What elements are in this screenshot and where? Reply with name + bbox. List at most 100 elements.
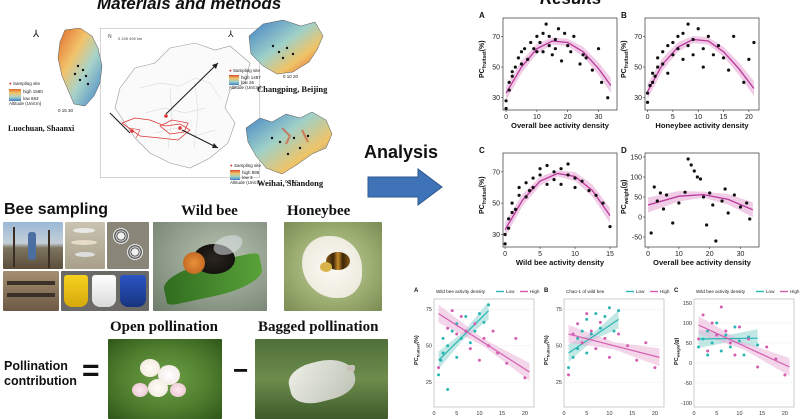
legend-label-low: Low	[636, 289, 645, 294]
svg-text:N: N	[108, 34, 112, 40]
x-tick-label: 20	[652, 411, 658, 417]
data-point	[719, 305, 723, 309]
caption-weihai: Weihai, Shandong	[257, 178, 324, 188]
data-point	[567, 373, 571, 377]
data-point	[666, 71, 670, 75]
data-point	[559, 59, 564, 63]
panel-letter: B	[544, 288, 549, 294]
open-pollination-label: Open pollination	[110, 319, 218, 335]
y-tick-label: 75	[426, 307, 432, 313]
x-tick-label: 10	[736, 411, 742, 417]
data-point	[733, 325, 737, 329]
minus-sign: −	[233, 355, 249, 385]
chart-interaction-wildbee-density: 0 5 10 15 20 25 50 75 A Wild bee activity density…	[414, 288, 540, 417]
data-point	[724, 329, 728, 333]
data-point	[748, 217, 752, 221]
data-point	[541, 31, 545, 35]
data-point	[716, 44, 721, 48]
photo-trap-bowls	[65, 222, 105, 269]
data-point	[468, 347, 472, 351]
y-axis-label: PCfruitset(%)	[544, 335, 551, 365]
data-point	[649, 231, 653, 235]
data-point	[569, 50, 573, 54]
legend-luochuan: ● Sampling site high 1580 low 683 Altitu…	[9, 81, 43, 106]
data-point	[559, 167, 563, 171]
data-point	[671, 40, 675, 45]
data-point	[473, 322, 477, 326]
data-point	[553, 37, 557, 42]
luochuan-map	[57, 28, 103, 107]
legend-label-low: Low	[766, 289, 775, 294]
x-axis-label: Wild bee activity density	[516, 258, 605, 267]
data-point	[765, 345, 769, 349]
y-axis-label: PCfruitset(%)	[479, 40, 488, 78]
data-point	[607, 355, 611, 359]
materials-title: Materials and methods	[97, 0, 282, 13]
data-point	[527, 189, 532, 193]
y-tick-label: 70	[634, 34, 642, 41]
data-point	[455, 332, 459, 336]
data-point	[517, 185, 521, 190]
data-point	[585, 312, 589, 316]
data-point	[503, 232, 507, 237]
x-tick-label: 15	[759, 411, 765, 417]
data-point	[701, 47, 705, 51]
china-map: N 0 245 490 km	[100, 28, 260, 178]
x-axis-label: Overall bee activity density	[511, 121, 610, 130]
data-point	[598, 326, 602, 330]
data-point	[503, 242, 507, 246]
analysis-arrow-icon	[367, 168, 443, 206]
equals-sign: =	[82, 354, 100, 387]
data-point	[686, 22, 690, 26]
data-point	[596, 47, 601, 51]
x-tick-label: 10	[476, 411, 482, 417]
x-tick-label: 30	[737, 251, 745, 258]
caption-luochuan: Luochuan, Shaanxi	[8, 124, 75, 133]
data-point	[732, 34, 736, 38]
north-arrow-icon: ⅄	[228, 29, 234, 39]
y-tick-label: -50	[684, 381, 692, 387]
data-point	[567, 366, 571, 370]
data-point	[752, 40, 756, 45]
data-point	[697, 337, 701, 341]
data-point	[505, 361, 509, 365]
data-point	[563, 31, 567, 35]
data-point	[446, 344, 450, 348]
data-point	[705, 223, 709, 227]
x-tick-label: 10	[571, 251, 579, 258]
data-point	[598, 320, 602, 324]
weihai-map	[245, 111, 333, 175]
data-point	[523, 376, 527, 380]
x-tick-label: 20	[564, 114, 572, 121]
y-axis-label: PCfruitset(%)	[479, 176, 488, 214]
data-point	[656, 65, 660, 69]
wild-bee-label: Wild bee	[181, 203, 238, 219]
legend-title: Wild bee activity density	[436, 289, 486, 294]
x-tick-label: 0	[503, 251, 507, 258]
data-point	[585, 317, 589, 321]
y-tick-label: -100	[681, 401, 692, 407]
y-tick-label: 25	[556, 380, 562, 386]
data-point	[531, 176, 535, 180]
data-point	[645, 91, 650, 95]
x-tick-label: 30	[595, 114, 603, 121]
data-point	[473, 329, 477, 333]
data-point	[738, 205, 743, 209]
y-tick-label: -50	[632, 235, 642, 242]
data-point	[747, 337, 751, 341]
data-point	[706, 349, 710, 353]
data-point	[686, 44, 690, 48]
north-arrow-icon: ⅄	[33, 29, 40, 40]
panel-letter: C	[479, 146, 485, 155]
fit-line	[438, 313, 530, 373]
data-point	[517, 193, 521, 197]
data-point	[617, 309, 621, 313]
data-point	[706, 329, 710, 333]
y-tick-label: 70	[492, 169, 500, 176]
data-point	[585, 351, 589, 355]
data-point	[671, 53, 675, 57]
data-point	[590, 68, 594, 72]
x-tick-label: 5	[671, 114, 675, 121]
results-title: Results	[540, 0, 601, 9]
data-point	[446, 387, 450, 391]
